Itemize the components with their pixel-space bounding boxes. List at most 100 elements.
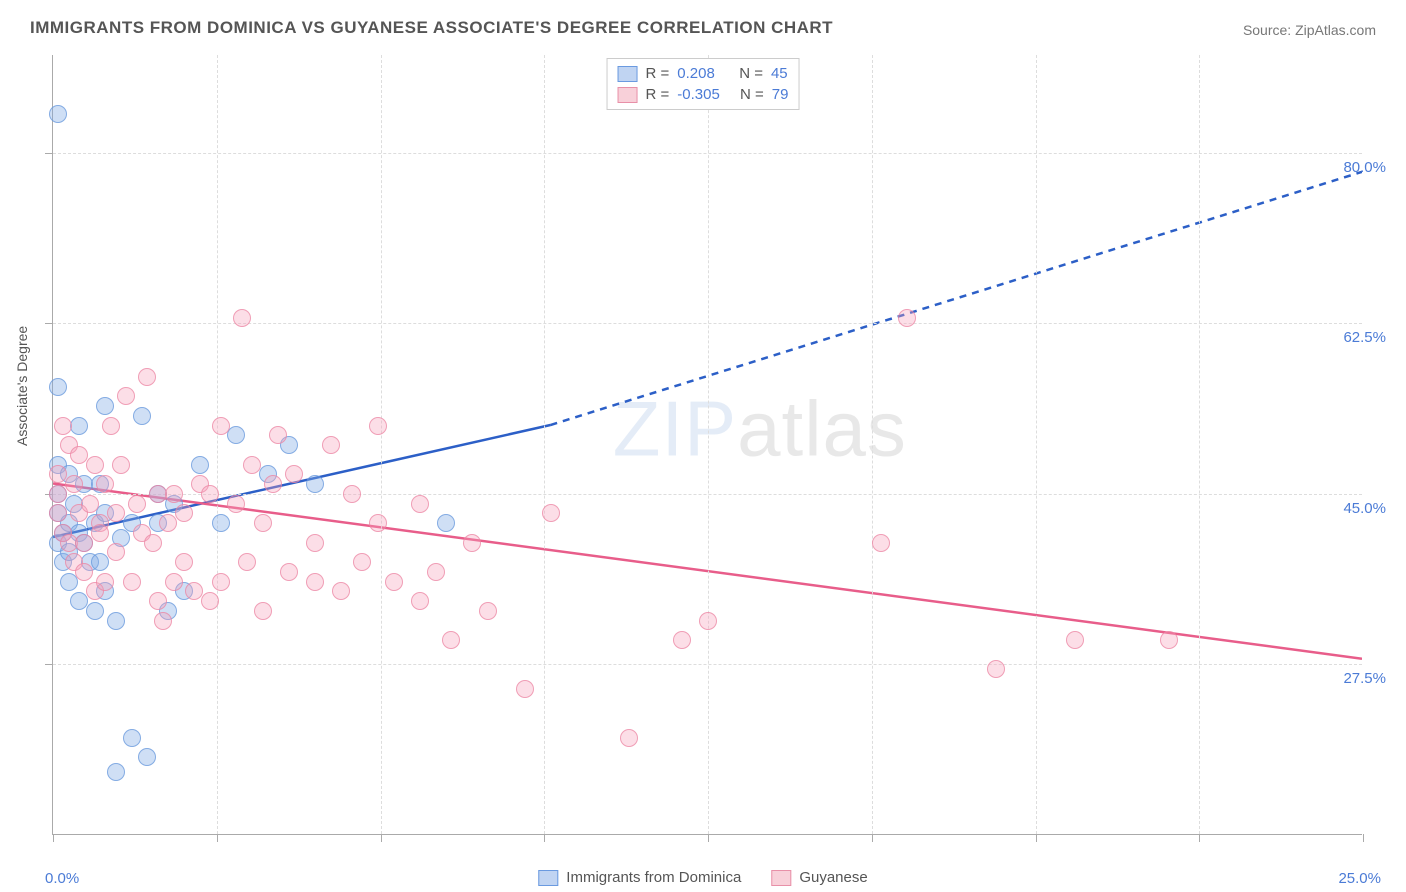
data-point-pink — [369, 417, 387, 435]
data-point-blue — [107, 763, 125, 781]
n-value-guyanese: 79 — [772, 86, 789, 103]
data-point-pink — [201, 485, 219, 503]
data-point-pink — [96, 573, 114, 591]
data-point-pink — [212, 573, 230, 591]
data-point-pink — [75, 563, 93, 581]
legend-row-dominica: R = 0.208 N = 45 — [618, 63, 789, 84]
r-value-dominica: 0.208 — [677, 65, 715, 82]
trend-line-blue — [550, 172, 1362, 425]
data-point-blue — [107, 612, 125, 630]
data-point-blue — [91, 553, 109, 571]
data-point-blue — [96, 397, 114, 415]
data-point-pink — [144, 534, 162, 552]
data-point-pink — [620, 729, 638, 747]
data-point-pink — [54, 417, 72, 435]
chart-title: IMMIGRANTS FROM DOMINICA VS GUYANESE ASS… — [30, 18, 833, 38]
swatch-guyanese — [618, 87, 638, 103]
gridline-v — [1199, 55, 1200, 834]
swatch-dominica-icon — [538, 870, 558, 886]
data-point-pink — [898, 309, 916, 327]
source-link[interactable]: ZipAtlas.com — [1295, 22, 1376, 38]
data-point-blue — [49, 378, 67, 396]
data-point-pink — [280, 563, 298, 581]
data-point-pink — [369, 514, 387, 532]
r-label: R = — [646, 65, 670, 82]
gridline-v — [708, 55, 709, 834]
data-point-pink — [442, 631, 460, 649]
data-point-pink — [411, 495, 429, 513]
legend-row-guyanese: R = -0.305 N = 79 — [618, 84, 789, 105]
n-value-dominica: 45 — [771, 65, 788, 82]
data-point-pink — [165, 573, 183, 591]
data-point-pink — [306, 534, 324, 552]
r-label: R = — [646, 86, 670, 103]
n-label: N = — [739, 65, 763, 82]
data-point-pink — [91, 524, 109, 542]
legend-label-dominica: Immigrants from Dominica — [566, 869, 741, 886]
gridline-v — [381, 55, 382, 834]
gridline-v — [217, 55, 218, 834]
data-point-pink — [463, 534, 481, 552]
data-point-blue — [133, 407, 151, 425]
data-point-pink — [112, 456, 130, 474]
data-point-pink — [285, 465, 303, 483]
x-axis-max-label: 25.0% — [1338, 870, 1381, 887]
data-point-blue — [70, 417, 88, 435]
legend-item-dominica: Immigrants from Dominica — [538, 869, 741, 886]
gridline-v — [872, 55, 873, 834]
data-point-pink — [699, 612, 717, 630]
data-point-pink — [872, 534, 890, 552]
data-point-pink — [227, 495, 245, 513]
source-attribution: Source: ZipAtlas.com — [1243, 22, 1376, 38]
data-point-pink — [117, 387, 135, 405]
y-tick-label: 45.0% — [1343, 500, 1386, 517]
swatch-guyanese-icon — [771, 870, 791, 886]
watermark-thin: atlas — [737, 384, 907, 472]
tick-x — [544, 834, 545, 842]
data-point-pink — [212, 417, 230, 435]
data-point-pink — [264, 475, 282, 493]
data-point-pink — [322, 436, 340, 454]
data-point-blue — [60, 573, 78, 591]
data-point-blue — [86, 602, 104, 620]
data-point-pink — [542, 504, 560, 522]
data-point-pink — [269, 426, 287, 444]
y-tick-label: 80.0% — [1343, 159, 1386, 176]
data-point-pink — [987, 660, 1005, 678]
data-point-pink — [86, 456, 104, 474]
data-point-pink — [102, 417, 120, 435]
data-point-pink — [332, 582, 350, 600]
correlation-legend: R = 0.208 N = 45 R = -0.305 N = 79 — [607, 58, 800, 110]
data-point-pink — [233, 309, 251, 327]
data-point-pink — [427, 563, 445, 581]
watermark: ZIPatlas — [613, 383, 907, 474]
x-axis-min-label: 0.0% — [45, 870, 79, 887]
data-point-blue — [437, 514, 455, 532]
data-point-pink — [154, 612, 172, 630]
swatch-dominica — [618, 66, 638, 82]
y-tick-label: 27.5% — [1343, 670, 1386, 687]
data-point-blue — [212, 514, 230, 532]
data-point-pink — [1066, 631, 1084, 649]
tick-y — [45, 153, 53, 154]
tick-x — [872, 834, 873, 842]
data-point-pink — [243, 456, 261, 474]
tick-y — [45, 664, 53, 665]
data-point-pink — [343, 485, 361, 503]
data-point-pink — [107, 504, 125, 522]
data-point-pink — [149, 592, 167, 610]
data-point-pink — [201, 592, 219, 610]
watermark-bold: ZIP — [613, 384, 737, 472]
data-point-pink — [175, 553, 193, 571]
y-tick-label: 62.5% — [1343, 329, 1386, 346]
data-point-pink — [306, 573, 324, 591]
data-point-pink — [238, 553, 256, 571]
tick-y — [45, 323, 53, 324]
data-point-pink — [254, 602, 272, 620]
source-label: Source: — [1243, 22, 1291, 38]
gridline-v — [544, 55, 545, 834]
data-point-blue — [227, 426, 245, 444]
data-point-pink — [96, 475, 114, 493]
data-point-pink — [81, 495, 99, 513]
data-point-pink — [75, 534, 93, 552]
